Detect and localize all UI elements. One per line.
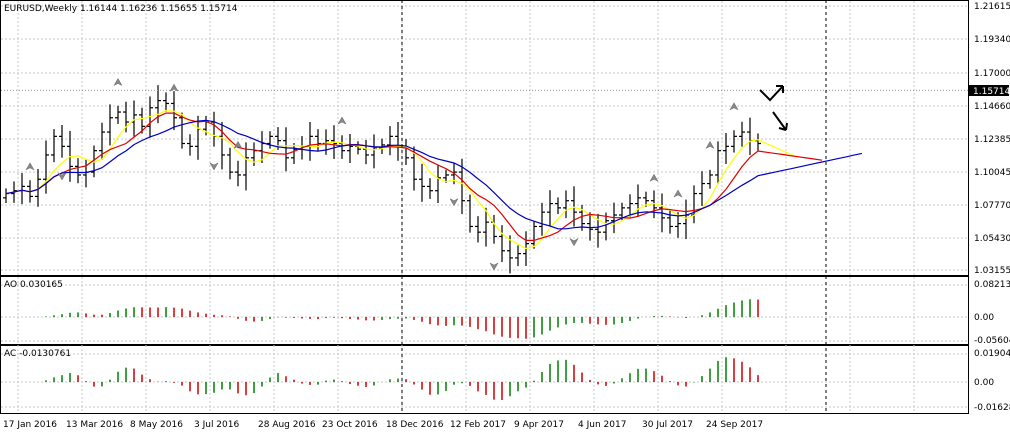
fractal-up-marker: [673, 189, 683, 198]
time-axis-label: 30 Jul 2017: [642, 420, 693, 430]
time-axis-label: 9 Apr 2017: [514, 420, 564, 430]
time-axis-label: 28 Aug 2016: [258, 420, 316, 430]
ao-axis-label: -0.056047: [974, 336, 1010, 346]
down-arrow-head: [778, 122, 788, 131]
main-price-panel[interactable]: [0, 0, 969, 276]
ac-axis-label: 0.019043: [974, 349, 1010, 359]
price-axis-label: 1.14660: [974, 102, 1010, 112]
time-axis-label: 23 Oct 2016: [322, 420, 378, 430]
fractal-down-marker: [57, 172, 67, 181]
time-axis-label: 3 Jul 2016: [194, 420, 239, 430]
price-axis-label: 1.21615: [974, 2, 1010, 12]
ac-header: AC -0.0130761: [4, 349, 71, 359]
fractal-up-marker: [705, 140, 715, 149]
up-arrow-head: [776, 85, 784, 93]
ac-panel[interactable]: [0, 345, 969, 414]
time-axis: 17 Jan 2016 13 Mar 2016 8 May 2016 3 Jul…: [3, 420, 763, 430]
price-axis: 1.21615 1.19340 1.17000 1.14660 1.12385 …: [974, 2, 1010, 276]
up-arrow-annotation: [759, 85, 784, 102]
fractal-up-marker: [729, 102, 739, 111]
current-price-label: 1.15714: [973, 87, 1010, 97]
price-axis-label: 1.19340: [974, 35, 1010, 45]
ao-axis-label: 0.00: [974, 313, 994, 323]
price-axis-label: 1.03155: [974, 266, 1010, 276]
time-axis-label: 12 Feb 2017: [450, 420, 506, 430]
current-price-tag: [969, 85, 1009, 96]
down-arrow-annotation: [772, 111, 787, 131]
time-axis-label: 4 Jun 2017: [578, 420, 626, 430]
price-axis-label: 1.05430: [974, 234, 1010, 244]
fractal-down-marker: [489, 262, 499, 271]
price-axis-label: 1.07770: [974, 201, 1010, 211]
fractal-up-marker: [337, 116, 347, 125]
price-axis-label: 1.17000: [974, 69, 1010, 79]
fractal-up-marker: [649, 173, 659, 182]
symbol-header: EURUSD,Weekly 1.16144 1.16236 1.15655 1.…: [4, 4, 238, 14]
time-axis-label: 17 Jan 2016: [3, 420, 57, 430]
fractal-up-marker: [25, 162, 35, 171]
grid-lines: [1, 1, 968, 413]
ao-header: AO 0.030165: [4, 280, 63, 290]
price-axis-label: 1.12385: [974, 135, 1010, 145]
ma-slow-line: [5, 119, 863, 230]
ac-axis-label: -0.016287: [974, 403, 1010, 413]
fractal-up-marker: [169, 83, 179, 92]
price-axis-label: 1.10045: [974, 168, 1010, 178]
time-axis-label: 24 Sep 2017: [706, 420, 763, 430]
fractal-down-marker: [569, 238, 579, 247]
price-series: [1, 77, 968, 400]
fractal-up-marker: [233, 140, 243, 149]
ac-axis-label: 0.00: [974, 378, 994, 388]
ao-panel[interactable]: [0, 276, 969, 345]
time-axis-label: 13 Mar 2016: [66, 420, 123, 430]
ao-axis-label: 0.082132: [974, 280, 1010, 290]
fractal-down-marker: [449, 198, 459, 207]
fractal-up-marker: [113, 77, 123, 87]
time-axis-label: 8 May 2016: [130, 420, 183, 430]
time-axis-label: 18 Dec 2016: [386, 420, 444, 430]
fractal-down-marker: [209, 162, 219, 171]
ma-mid-line: [5, 112, 823, 241]
